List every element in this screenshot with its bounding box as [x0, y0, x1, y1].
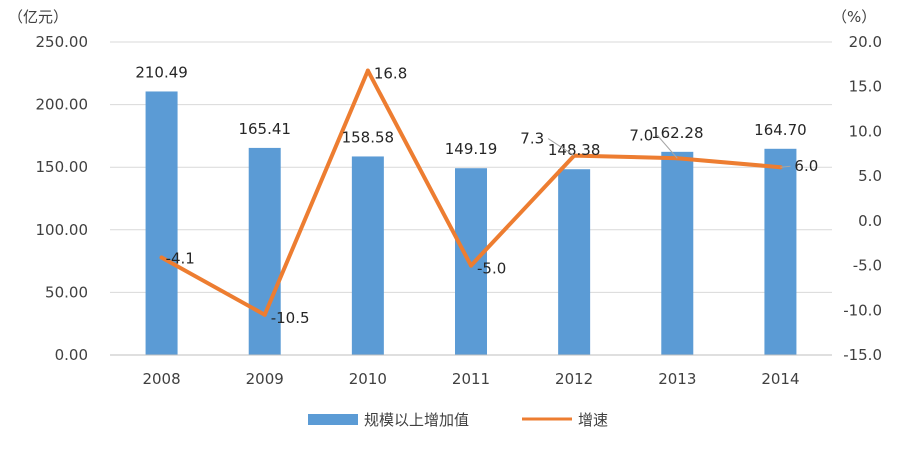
line-value-label: 6.0: [794, 157, 818, 175]
y-right-tick-label: 20.0: [849, 33, 882, 51]
label-leader: [656, 134, 678, 159]
legend-label-line: 增速: [578, 411, 608, 429]
bar: [764, 148, 797, 355]
right-axis-unit: （%）: [832, 8, 876, 26]
legend-label-bar: 规模以上增加值: [364, 411, 469, 429]
x-tick-label: 2010: [349, 370, 387, 388]
legend: 规模以上增加值 增速: [308, 411, 608, 429]
line-point: [262, 312, 267, 317]
bar-value-label: 165.41: [238, 120, 291, 138]
y-right-tick-label: 5.0: [858, 167, 882, 185]
bar-value-label: 164.70: [754, 121, 807, 139]
line-value-label: -4.1: [166, 250, 195, 268]
bar: [661, 151, 694, 355]
y-left-tick-label: 50.00: [45, 283, 88, 301]
y-left-tick-label: 0.00: [55, 346, 88, 364]
x-tick-label: 2011: [452, 370, 490, 388]
y-right-tick-label: 15.0: [849, 78, 882, 96]
bar-value-label: 210.49: [135, 63, 188, 81]
bar-value-label: 149.19: [445, 140, 498, 158]
line-value-label: 16.8: [374, 65, 407, 83]
y-left-tick-label: 250.00: [36, 33, 89, 51]
x-tick-label: 2008: [142, 370, 180, 388]
bar: [248, 147, 281, 355]
line-value-label: 7.3: [520, 130, 544, 148]
bar: [558, 169, 591, 355]
axes: 0.00 50.00 100.00 150.00 200.00 250.00 -15.0 -1…: [36, 33, 883, 388]
line-value-label: 7.0: [629, 126, 653, 144]
label-leader: [547, 138, 575, 156]
y-right-tick-label: 0.0: [858, 212, 882, 230]
x-tick-label: 2013: [658, 370, 696, 388]
x-tick-label: 2009: [246, 370, 284, 388]
line-point: [365, 68, 370, 73]
y-right-tick-label: -5.0: [853, 257, 882, 275]
line-point: [469, 263, 473, 268]
bar-value-label: 162.28: [651, 124, 704, 142]
bar: [351, 156, 384, 355]
bar-value-label: 158.58: [342, 128, 395, 146]
y-left-tick-label: 200.00: [36, 96, 89, 114]
data-labels: 210.49 165.41 158.58 149.19 148.38 162.28 164.…: [135, 63, 818, 326]
line-point: [159, 255, 164, 260]
line-value-label: -10.5: [271, 309, 310, 327]
bar-series: [145, 91, 797, 355]
y-right-tick-label: -10.0: [843, 301, 882, 319]
left-axis-unit: （亿元）: [8, 8, 68, 26]
bar: [145, 91, 178, 355]
line-value-label: -5.0: [477, 260, 506, 278]
legend-swatch-bar: [308, 414, 358, 425]
y-right-tick-label: 10.0: [849, 122, 882, 140]
label-leader: [780, 165, 791, 168]
x-tick-label: 2012: [555, 370, 593, 388]
y-left-tick-label: 150.00: [36, 158, 89, 176]
y-left-tick-label: 100.00: [36, 221, 89, 239]
bar-value-label: 148.38: [548, 141, 601, 159]
y-right-tick-label: -15.0: [843, 346, 882, 364]
x-tick-label: 2014: [761, 370, 799, 388]
